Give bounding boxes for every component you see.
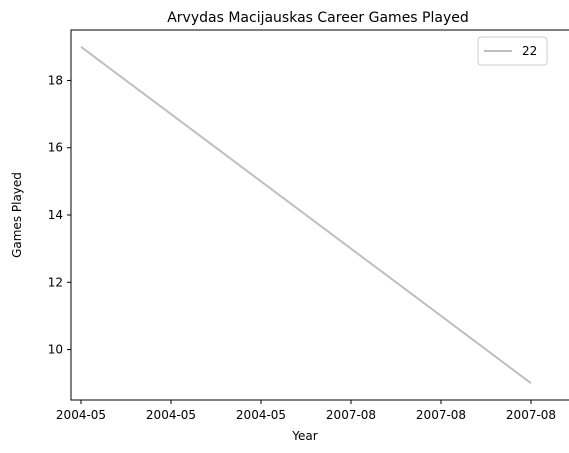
x-axis-label: Year [291, 429, 317, 443]
y-tick-label-4: 18 [48, 73, 63, 87]
x-tick-label-5: 2007-08 [506, 408, 556, 422]
y-axis: 10 12 14 16 18 [48, 73, 71, 357]
x-tick-label-1: 2004-05 [146, 408, 196, 422]
y-tick-label-3: 16 [48, 141, 63, 155]
y-tick-label-1: 12 [48, 275, 63, 289]
x-tick-label-2: 2004-05 [236, 408, 286, 422]
legend-box [477, 36, 548, 66]
series-layer [80, 46, 532, 384]
plot-frame [70, 29, 569, 401]
legend-label: 22 [522, 44, 537, 58]
x-tick-label-0: 2004-05 [56, 408, 106, 422]
y-axis-label: Games Played [10, 172, 24, 258]
y-tick-label-2: 14 [48, 208, 63, 222]
series-line-0 [80, 46, 532, 384]
legend: 22 [477, 36, 548, 66]
chart-title: Arvydas Macijauskas Career Games Played [167, 10, 469, 26]
x-axis: 2004-05 2004-05 2004-05 2007-08 2007-08 2007-… [56, 400, 556, 422]
x-tick-label-4: 2007-08 [416, 408, 466, 422]
x-tick-label-3: 2007-08 [326, 408, 376, 422]
y-tick-label-0: 10 [48, 343, 63, 357]
